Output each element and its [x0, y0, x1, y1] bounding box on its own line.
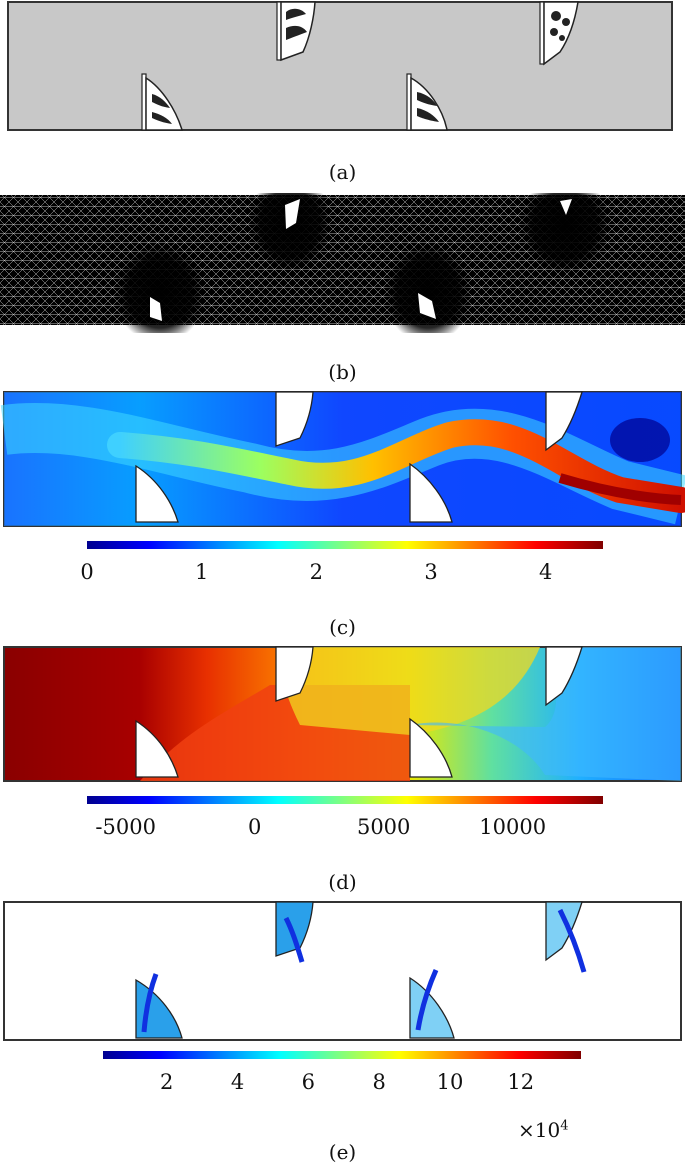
colorbar-multiplier: ×104	[518, 1118, 569, 1142]
velocity-plot	[0, 391, 685, 527]
colorbar-tick-label: 2	[309, 560, 324, 584]
colorbar-tick-label: -5000	[95, 815, 156, 839]
colorbar-tick-label: 10000	[479, 815, 547, 839]
colorbar-tick-label: 3	[424, 560, 438, 584]
baffle-bottom-2	[406, 73, 448, 131]
panel-c-velocity	[0, 390, 685, 530]
colorbar-tick-label: 4	[538, 560, 553, 584]
colorbar-velocity-gradient	[87, 541, 603, 549]
baffle-top-1	[276, 1, 316, 62]
colorbar-tick-label: 8	[372, 1070, 386, 1094]
colorbar-stress: 2 4 6 8 10 12	[103, 1050, 581, 1110]
baffle-bottom-1	[141, 73, 184, 131]
colorbar-tick-label: 5000	[356, 815, 411, 839]
stress-plot	[3, 901, 682, 1041]
panel-d-pressure	[0, 645, 685, 785]
caption-c: (c)	[329, 615, 356, 639]
panel-e-stress	[0, 900, 685, 1045]
colorbar-velocity: 0 1 2 3 4	[80, 540, 603, 600]
colorbar-tick-label: 12	[507, 1070, 535, 1094]
colorbar-tick-label: 10	[436, 1070, 464, 1094]
caption-d: (d)	[328, 870, 357, 894]
colorbar-pressure: -5000 0 5000 10000	[87, 795, 603, 855]
caption-b: (b)	[328, 360, 357, 384]
colorbar-pressure-gradient	[87, 796, 603, 804]
geometry-plot	[7, 1, 673, 131]
colorbar-tick-label: 4	[230, 1070, 245, 1094]
mesh-plot	[0, 193, 685, 333]
colorbar-tick-label: 0	[248, 815, 262, 839]
caption-e: (e)	[328, 1140, 357, 1164]
caption-a: (a)	[328, 160, 357, 184]
colorbar-tick-label: 6	[301, 1070, 316, 1094]
panel-a-geometry	[0, 0, 685, 150]
colorbar-stress-gradient	[103, 1051, 581, 1059]
baffle-top-2	[539, 1, 579, 66]
colorbar-tick-label: 1	[194, 560, 209, 584]
colorbar-tick-label: 0	[80, 560, 94, 584]
colorbar-tick-label: 2	[160, 1070, 174, 1094]
pressure-plot	[3, 646, 682, 782]
panel-b-mesh	[0, 193, 685, 333]
